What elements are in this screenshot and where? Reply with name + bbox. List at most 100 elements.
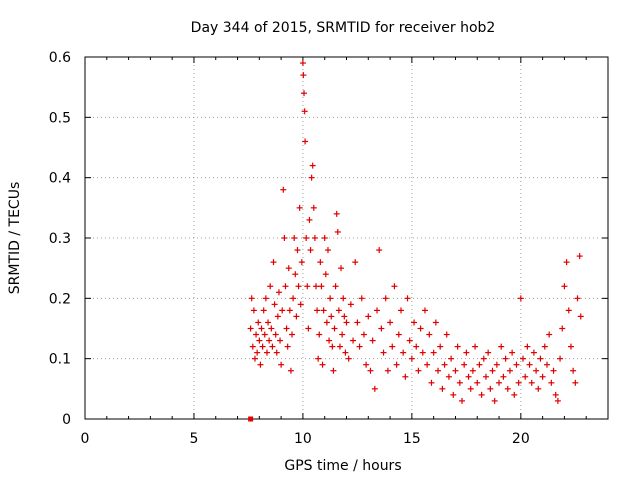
data-point: [252, 356, 258, 362]
data-point: [256, 338, 262, 344]
data-point: [422, 307, 428, 313]
data-point: [409, 356, 415, 362]
data-point: [332, 326, 338, 332]
data-point: [568, 344, 574, 350]
y-axis-label: SRMTID / TECUs: [7, 182, 23, 295]
data-point: [561, 283, 567, 289]
data-point: [511, 392, 517, 398]
data-point: [293, 313, 299, 319]
data-point: [503, 356, 509, 362]
data-point: [310, 163, 316, 169]
data-point: [248, 326, 254, 332]
data-point: [437, 344, 443, 350]
data-point: [284, 326, 290, 332]
data-point: [535, 386, 541, 392]
data-point: [336, 307, 342, 313]
data-point: [277, 338, 283, 344]
data-point: [299, 259, 305, 265]
data-point: [537, 356, 543, 362]
data-point: [577, 253, 583, 259]
data-point: [496, 380, 502, 386]
data-point: [372, 386, 378, 392]
data-point: [309, 175, 315, 181]
data-point: [339, 332, 345, 338]
data-point: [327, 295, 333, 301]
data-point: [264, 350, 270, 356]
data-point: [346, 356, 352, 362]
data-point: [279, 307, 285, 313]
x-tick-label: 0: [81, 431, 90, 447]
data-point: [274, 350, 280, 356]
data-point: [553, 392, 559, 398]
data-point: [559, 326, 565, 332]
data-point: [455, 344, 461, 350]
data-point: [572, 380, 578, 386]
data-point: [516, 380, 522, 386]
data-point: [418, 326, 424, 332]
chart-title: Day 344 of 2015, SRMTID for receiver hob…: [191, 20, 496, 36]
data-point: [337, 344, 343, 350]
data-point: [574, 295, 580, 301]
data-point: [540, 374, 546, 380]
data-point: [452, 368, 458, 374]
data-point: [405, 295, 411, 301]
data-point: [413, 344, 419, 350]
data-point: [400, 350, 406, 356]
data-point: [398, 307, 404, 313]
data-point: [328, 313, 334, 319]
data-point: [402, 374, 408, 380]
data-point: [257, 362, 263, 368]
data-point: [570, 368, 576, 374]
data-point: [302, 138, 308, 144]
data-point: [420, 350, 426, 356]
data-point: [352, 259, 358, 265]
data-point: [433, 319, 439, 325]
data-point: [329, 344, 335, 350]
data-point: [335, 229, 341, 235]
data-point: [278, 362, 284, 368]
data-point: [476, 362, 482, 368]
data-point: [305, 326, 311, 332]
data-point: [272, 301, 278, 307]
data-point: [330, 368, 336, 374]
data-point: [316, 332, 322, 338]
data-point: [494, 362, 500, 368]
data-point: [505, 386, 511, 392]
data-point: [340, 295, 346, 301]
data-point: [294, 247, 300, 253]
data-point: [555, 398, 561, 404]
data-point: [376, 247, 382, 253]
data-point: [466, 374, 472, 380]
data-point: [251, 307, 257, 313]
data-point: [457, 380, 463, 386]
data-point: [442, 362, 448, 368]
data-point: [426, 332, 432, 338]
data-point: [308, 247, 314, 253]
data-point: [551, 368, 557, 374]
data-point: [280, 187, 286, 193]
data-point: [292, 271, 298, 277]
data-point: [311, 205, 317, 211]
data-point: [286, 265, 292, 271]
data-point: [448, 356, 454, 362]
data-point: [306, 217, 312, 223]
data-point: [387, 319, 393, 325]
data-point: [391, 283, 397, 289]
data-point: [249, 295, 255, 301]
data-point: [492, 398, 498, 404]
data-point: [533, 368, 539, 374]
data-point: [518, 295, 524, 301]
data-point: [298, 301, 304, 307]
data-point: [394, 362, 400, 368]
y-tick-label: 0.2: [49, 291, 71, 307]
data-point: [253, 332, 259, 338]
data-point: [490, 368, 496, 374]
data-point: [507, 368, 513, 374]
data-point: [303, 235, 309, 241]
data-point: [291, 235, 297, 241]
data-point: [407, 338, 413, 344]
data-point: [270, 259, 276, 265]
data-point: [324, 319, 330, 325]
data-point: [370, 338, 376, 344]
data-point: [300, 60, 306, 66]
